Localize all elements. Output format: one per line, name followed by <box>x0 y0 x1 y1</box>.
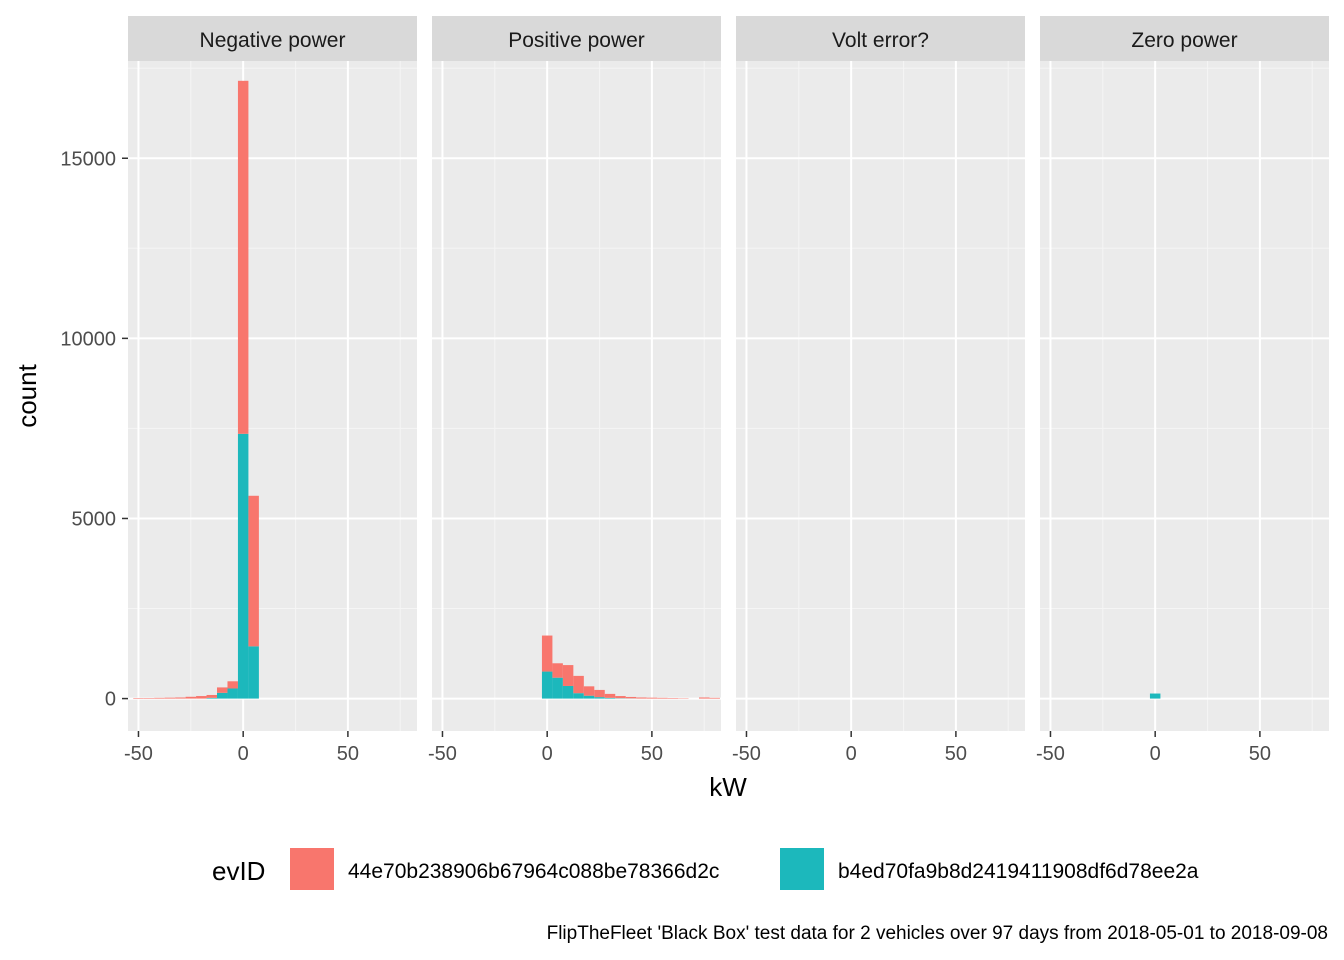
histogram-bar-series-2 <box>594 697 605 699</box>
facet-strip <box>432 16 721 61</box>
legend: evID 44e70b238906b67964c088be78366d2c b4… <box>212 848 1199 890</box>
y-tick-label: 5000 <box>72 508 117 530</box>
x-tick-label: 0 <box>542 743 553 765</box>
histogram-bar-series-1 <box>154 697 165 699</box>
histogram-bar-series-2 <box>552 677 563 699</box>
histogram-bar-series-1 <box>248 495 259 647</box>
histogram-bar-series-1 <box>657 697 668 699</box>
histogram-bar-series-1 <box>185 696 197 699</box>
legend-label-series-1: 44e70b238906b67964c088be78366d2c <box>348 860 719 883</box>
x-tick-label: 50 <box>641 743 663 765</box>
histogram-bar-series-2 <box>583 695 595 699</box>
x-tick-label: -50 <box>732 743 761 765</box>
histogram-bar-series-2 <box>604 697 616 699</box>
histogram-bar-series-1 <box>709 697 720 699</box>
facet-panels: Negative power -50 0 50 Positive power -50 0 50… <box>124 16 1329 765</box>
histogram-bar-series-1 <box>636 697 647 699</box>
histogram-bar-series-1 <box>604 693 616 698</box>
x-tick-label: 0 <box>238 743 249 765</box>
caption: FlipTheFleet 'Black Box' test data for 2… <box>547 923 1328 944</box>
histogram-bar-series-1 <box>667 698 679 699</box>
histogram-bar-series-1 <box>143 698 155 699</box>
legend-key-series-2 <box>780 848 824 890</box>
facet-panel: Negative power -50 0 50 <box>124 16 417 765</box>
panel-background <box>736 61 1025 731</box>
histogram-bar-series-1 <box>237 80 249 434</box>
histogram-bar-series-1 <box>646 697 658 699</box>
y-tick-label: 0 <box>105 689 116 711</box>
histogram-bar-series-1 <box>206 694 218 698</box>
x-tick-label: -50 <box>124 743 153 765</box>
panel-background <box>1040 61 1329 731</box>
panel-background <box>432 61 721 731</box>
histogram-bar-series-2 <box>573 693 584 699</box>
histogram-bar-series-1 <box>562 665 574 686</box>
x-tick-label: -50 <box>1036 743 1065 765</box>
histogram-bar-series-1 <box>594 689 605 698</box>
histogram-bar-series-2 <box>1149 693 1161 699</box>
histogram-bar-series-1 <box>625 696 637 699</box>
facet-strip-label: Positive power <box>508 29 645 52</box>
histogram-bar-series-1 <box>615 696 626 699</box>
histogram-bar-series-1 <box>217 687 228 693</box>
x-tick-label: 0 <box>1150 743 1161 765</box>
histogram-bar-series-2 <box>227 688 238 699</box>
histogram-bar-series-2 <box>562 685 574 699</box>
facet-strip-label: Negative power <box>200 29 346 52</box>
facet-strip <box>128 16 417 61</box>
y-tick-label: 10000 <box>60 328 116 350</box>
facet-strip <box>736 16 1025 61</box>
histogram-bar-series-1 <box>699 697 710 699</box>
facet-panel: Positive power -50 0 50 <box>428 16 721 765</box>
facet-panel: Zero power -50 0 50 <box>1036 16 1329 765</box>
x-axis-title: kW <box>709 772 747 802</box>
histogram-bar-series-1 <box>227 681 238 689</box>
facet-strip-label: Volt error? <box>832 29 929 52</box>
legend-key-series-1 <box>290 848 334 890</box>
histogram-bar-series-1 <box>133 698 144 699</box>
x-tick-label: -50 <box>428 743 457 765</box>
panel-background <box>128 61 417 731</box>
histogram-bar-series-2 <box>248 646 259 699</box>
histogram-bar-series-1 <box>175 697 186 699</box>
x-tick-label: 50 <box>337 743 359 765</box>
histogram-bar-series-2 <box>206 697 218 699</box>
legend-title: evID <box>212 856 265 886</box>
histogram-bar-series-1 <box>164 697 176 699</box>
x-tick-label: 50 <box>1249 743 1271 765</box>
facet-strip-label: Zero power <box>1131 29 1237 52</box>
facet-strip <box>1040 16 1329 61</box>
histogram-bar-series-2 <box>237 433 249 699</box>
histogram-bar-series-1 <box>196 696 207 699</box>
histogram-bar-series-1 <box>541 635 553 672</box>
histogram-bar-series-1 <box>552 663 563 678</box>
x-tick-label: 50 <box>945 743 967 765</box>
histogram-bar-series-2 <box>541 671 553 699</box>
x-tick-label: 0 <box>846 743 857 765</box>
histogram-bar-series-2 <box>217 692 228 699</box>
y-axis: 0 5000 10000 15000 <box>60 148 128 711</box>
histogram-bar-series-1 <box>583 686 595 696</box>
y-tick-label: 15000 <box>60 148 116 170</box>
legend-label-series-2: b4ed70fa9b8d2419411908df6d78ee2a <box>838 860 1199 883</box>
y-axis-title: count <box>12 363 42 427</box>
histogram-bar-series-1 <box>573 675 584 694</box>
facet-panel: Volt error? -50 0 50 <box>732 16 1025 765</box>
